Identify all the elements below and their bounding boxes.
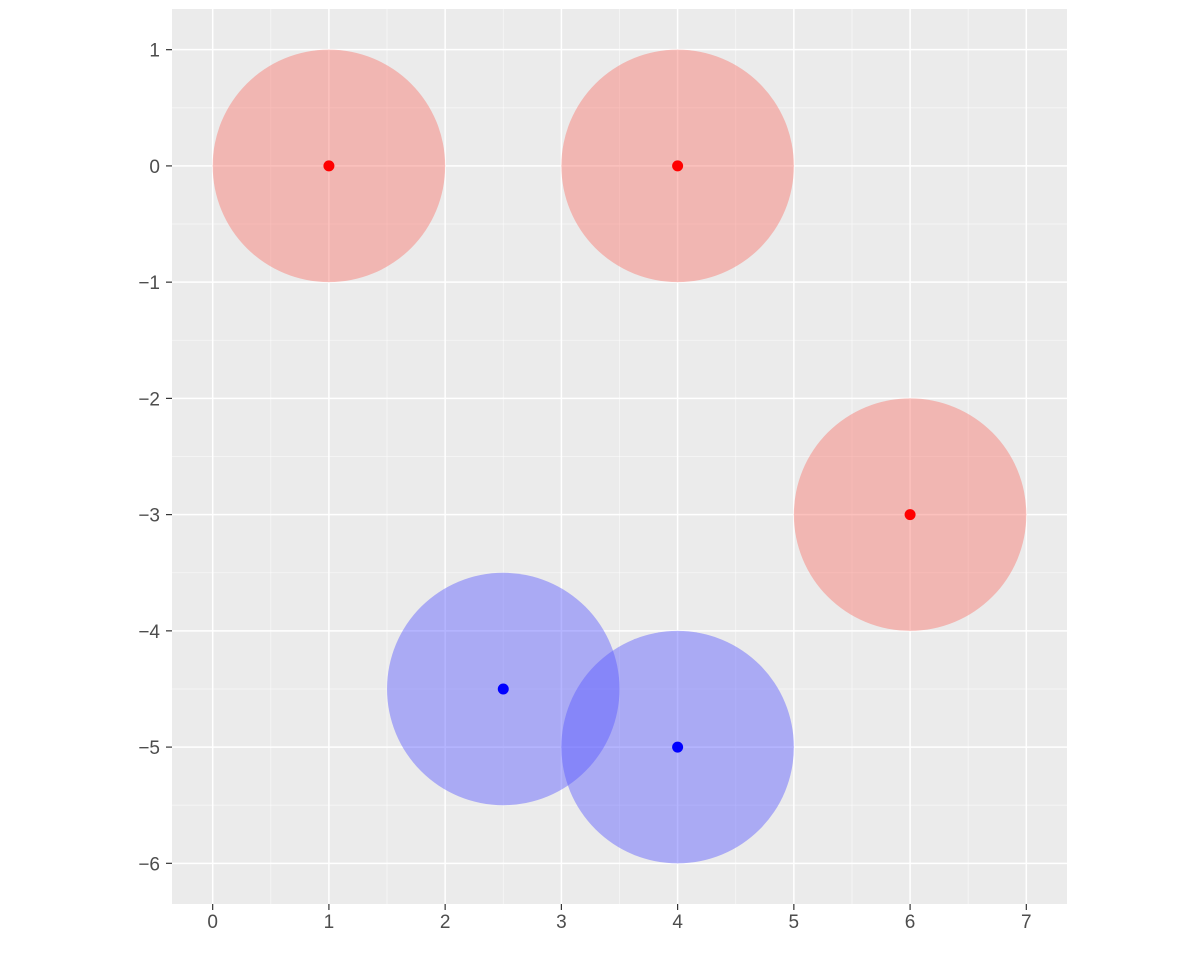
y-tick-label: −4 [138,622,160,643]
y-tick-label: 1 [149,41,160,62]
y-axis: 1 0 −1 −2 −3 −4 −5 −6 [138,41,172,875]
major-gridlines [172,9,1067,904]
data-point [904,509,916,521]
x-tick-label: 1 [324,912,335,933]
x-tick-label: 4 [672,912,683,933]
y-tick-label: −2 [138,389,160,410]
x-tick-label: 7 [1021,912,1032,933]
data-point [323,160,335,172]
x-tick-label: 0 [207,912,218,933]
y-tick-label: −5 [138,738,160,759]
data-point [497,683,509,695]
x-tick-label: 2 [440,912,451,933]
data-point [672,160,684,172]
y-tick-label: −1 [138,273,160,294]
y-tick-label: −6 [138,854,160,875]
y-tick-label: 0 [149,157,160,178]
minor-gridlines [172,9,1067,904]
data-points [323,160,916,753]
y-tick-label: −3 [138,506,160,527]
x-tick-label: 6 [905,912,916,933]
x-axis: 0 1 2 3 4 5 6 7 [207,904,1032,933]
data-point [672,741,684,753]
x-tick-label: 3 [556,912,567,933]
x-tick-label: 5 [789,912,800,933]
